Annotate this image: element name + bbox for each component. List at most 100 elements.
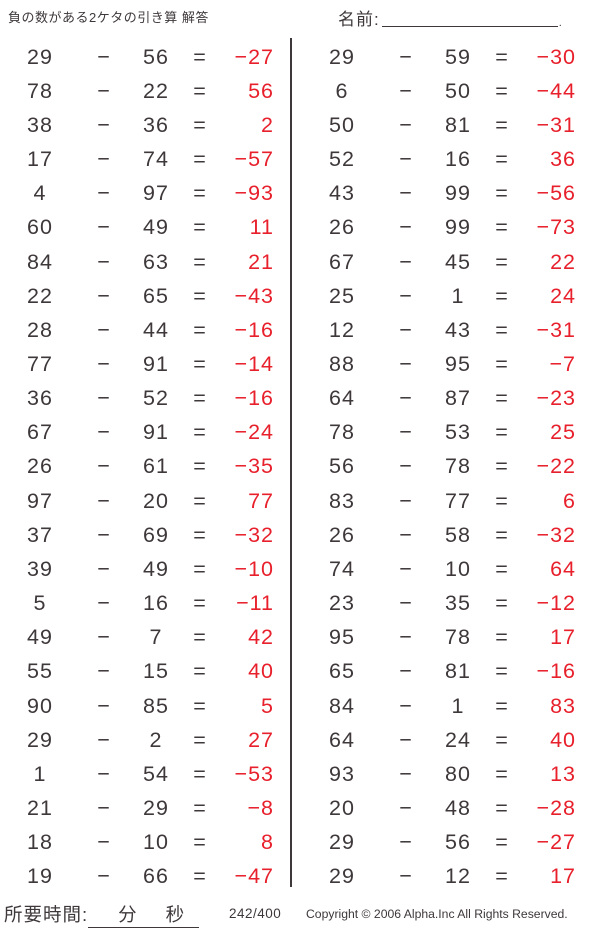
- subtrahend: 81: [445, 112, 471, 137]
- minus-sign: −: [399, 249, 413, 274]
- equals-sign: =: [495, 317, 509, 342]
- subtrahend: 56: [143, 44, 169, 69]
- problem-row: 64 − 87 = −23: [310, 382, 576, 416]
- problem-row: 97 − 20 = 77: [8, 484, 274, 518]
- subtrahend: 48: [445, 796, 471, 821]
- minus-sign: −: [399, 761, 413, 786]
- equals-sign: =: [193, 386, 207, 411]
- minuend: 1: [33, 761, 47, 786]
- minuend: 36: [27, 386, 53, 411]
- subtrahend: 7: [149, 625, 163, 650]
- problem-row: 39 − 49 = −10: [8, 552, 274, 586]
- subtrahend: 10: [143, 830, 169, 855]
- minuend: 95: [329, 625, 355, 650]
- minuend: 83: [329, 488, 355, 513]
- answer: 21: [248, 249, 274, 274]
- equals-sign: =: [495, 283, 509, 308]
- equals-sign: =: [193, 522, 207, 547]
- time-label: 所要時間:: [4, 904, 89, 925]
- answer: 24: [550, 283, 576, 308]
- equals-sign: =: [495, 591, 509, 616]
- equals-sign: =: [495, 454, 509, 479]
- problem-row: 26 − 61 = −35: [8, 450, 274, 484]
- answer: −30: [536, 44, 576, 69]
- minus-sign: −: [97, 317, 111, 342]
- answer: 22: [550, 249, 576, 274]
- subtrahend: 22: [143, 78, 169, 103]
- minus-sign: −: [399, 283, 413, 308]
- minus-sign: −: [97, 488, 111, 513]
- problem-row: 29 − 12 = 17: [310, 860, 576, 894]
- equals-sign: =: [193, 78, 207, 103]
- answer: 2: [261, 112, 274, 137]
- minuend: 67: [329, 249, 355, 274]
- equals-sign: =: [495, 181, 509, 206]
- answer: −14: [234, 351, 274, 376]
- answer: 17: [550, 864, 576, 889]
- answer: 83: [550, 693, 576, 718]
- problem-row: 6 − 50 = −44: [310, 74, 576, 108]
- subtrahend: 35: [445, 591, 471, 616]
- answer: −16: [536, 659, 576, 684]
- subtrahend: 85: [143, 693, 169, 718]
- minuend: 19: [27, 864, 53, 889]
- answer: 40: [550, 727, 576, 752]
- equals-sign: =: [193, 112, 207, 137]
- name-underline-end-dot: .: [558, 17, 563, 29]
- minus-sign: −: [97, 727, 111, 752]
- subtrahend: 65: [143, 283, 169, 308]
- answer: 5: [261, 693, 274, 718]
- equals-sign: =: [193, 830, 207, 855]
- minus-sign: −: [399, 727, 413, 752]
- problem-row: 88 − 95 = −7: [310, 347, 576, 381]
- answer: −24: [234, 420, 274, 445]
- minus-sign: −: [399, 591, 413, 616]
- problem-row: 36 − 52 = −16: [8, 382, 274, 416]
- subtrahend: 24: [445, 727, 471, 752]
- subtrahend: 58: [445, 522, 471, 547]
- answer: −11: [236, 591, 274, 616]
- subtrahend: 49: [143, 556, 169, 581]
- equals-sign: =: [193, 727, 207, 752]
- minus-sign: −: [399, 864, 413, 889]
- problem-row: 95 − 78 = 17: [310, 621, 576, 655]
- minuend: 65: [329, 659, 355, 684]
- answer: 6: [563, 488, 576, 513]
- minuend: 93: [329, 761, 355, 786]
- answer: −27: [536, 830, 576, 855]
- equals-sign: =: [495, 830, 509, 855]
- equals-sign: =: [495, 693, 509, 718]
- minuend: 90: [27, 693, 53, 718]
- subtrahend: 59: [445, 44, 471, 69]
- problem-row: 25 − 1 = 24: [310, 279, 576, 313]
- minutes-label: 分: [118, 904, 138, 925]
- equals-sign: =: [193, 215, 207, 240]
- column-divider: [290, 38, 292, 887]
- minus-sign: −: [97, 522, 111, 547]
- answer: −43: [234, 283, 274, 308]
- subtrahend: 87: [445, 386, 471, 411]
- subtrahend: 78: [445, 625, 471, 650]
- minuend: 37: [27, 522, 53, 547]
- equals-sign: =: [193, 351, 207, 376]
- problem-row: 52 − 16 = 36: [310, 142, 576, 176]
- subtrahend: 99: [445, 215, 471, 240]
- subtrahend: 54: [143, 761, 169, 786]
- minus-sign: −: [97, 454, 111, 479]
- minus-sign: −: [399, 420, 413, 445]
- problem-row: 67 − 91 = −24: [8, 416, 274, 450]
- subtrahend: 91: [143, 420, 169, 445]
- answer: −28: [536, 796, 576, 821]
- time-blank-underline: 分秒: [88, 901, 200, 928]
- subtrahend: 15: [143, 659, 169, 684]
- minus-sign: −: [399, 215, 413, 240]
- subtrahend: 16: [143, 591, 169, 616]
- minuend: 74: [329, 556, 355, 581]
- equals-sign: =: [193, 796, 207, 821]
- answer: −22: [536, 454, 576, 479]
- equals-sign: =: [193, 420, 207, 445]
- minuend: 29: [329, 830, 355, 855]
- subtrahend: 61: [143, 454, 169, 479]
- minuend: 29: [27, 727, 53, 752]
- minuend: 88: [329, 351, 355, 376]
